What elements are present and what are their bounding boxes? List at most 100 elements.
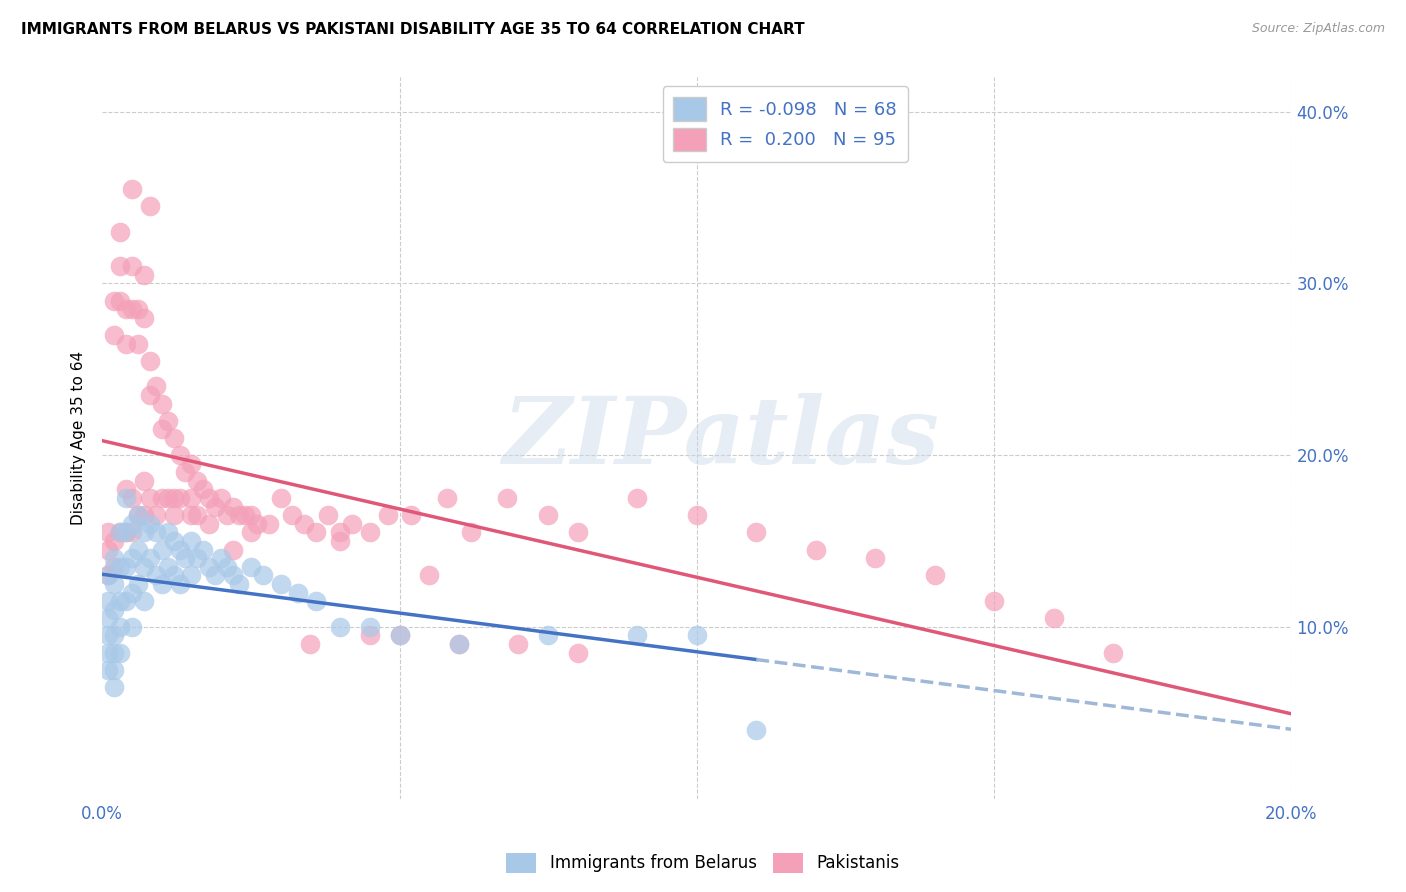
Point bbox=[132, 268, 155, 282]
Point bbox=[180, 508, 202, 523]
Point bbox=[121, 516, 143, 531]
Point bbox=[174, 551, 197, 566]
Point bbox=[115, 525, 138, 540]
Point bbox=[139, 551, 162, 566]
Point bbox=[150, 542, 173, 557]
Point bbox=[204, 500, 226, 514]
Point bbox=[108, 525, 131, 540]
Point bbox=[108, 293, 131, 308]
Point bbox=[162, 568, 184, 582]
Legend: R = -0.098   N = 68, R =  0.200   N = 95: R = -0.098 N = 68, R = 0.200 N = 95 bbox=[662, 87, 908, 161]
Point bbox=[180, 457, 202, 471]
Point bbox=[97, 568, 120, 582]
Point bbox=[246, 516, 269, 531]
Point bbox=[103, 680, 125, 694]
Point bbox=[204, 568, 226, 582]
Point bbox=[193, 542, 215, 557]
Text: IMMIGRANTS FROM BELARUS VS PAKISTANI DISABILITY AGE 35 TO 64 CORRELATION CHART: IMMIGRANTS FROM BELARUS VS PAKISTANI DIS… bbox=[21, 22, 804, 37]
Point bbox=[186, 474, 208, 488]
Point bbox=[103, 559, 125, 574]
Point bbox=[127, 542, 149, 557]
Point bbox=[418, 568, 440, 582]
Point bbox=[198, 491, 221, 505]
Point bbox=[924, 568, 946, 582]
Point bbox=[108, 260, 131, 274]
Point bbox=[97, 646, 120, 660]
Point bbox=[150, 491, 173, 505]
Point bbox=[108, 594, 131, 608]
Point bbox=[132, 508, 155, 523]
Point bbox=[97, 611, 120, 625]
Point bbox=[132, 310, 155, 325]
Point bbox=[103, 628, 125, 642]
Point bbox=[401, 508, 423, 523]
Point bbox=[139, 388, 162, 402]
Point bbox=[156, 559, 179, 574]
Point bbox=[169, 577, 191, 591]
Point bbox=[132, 474, 155, 488]
Point bbox=[132, 559, 155, 574]
Point bbox=[108, 559, 131, 574]
Point bbox=[139, 353, 162, 368]
Point bbox=[537, 508, 560, 523]
Point bbox=[388, 628, 411, 642]
Point bbox=[257, 516, 280, 531]
Point bbox=[447, 637, 470, 651]
Point bbox=[222, 500, 245, 514]
Point bbox=[97, 663, 120, 677]
Point bbox=[508, 637, 530, 651]
Point bbox=[388, 628, 411, 642]
Point bbox=[316, 508, 339, 523]
Point bbox=[127, 577, 149, 591]
Point bbox=[97, 628, 120, 642]
Point bbox=[145, 508, 167, 523]
Point bbox=[186, 508, 208, 523]
Point bbox=[97, 525, 120, 540]
Point bbox=[567, 646, 589, 660]
Point bbox=[121, 525, 143, 540]
Point bbox=[162, 508, 184, 523]
Point bbox=[299, 637, 322, 651]
Point bbox=[103, 534, 125, 549]
Point bbox=[186, 551, 208, 566]
Point bbox=[447, 637, 470, 651]
Point bbox=[377, 508, 399, 523]
Point bbox=[139, 516, 162, 531]
Point bbox=[292, 516, 315, 531]
Point bbox=[97, 594, 120, 608]
Point bbox=[217, 508, 239, 523]
Point bbox=[626, 491, 648, 505]
Point bbox=[127, 508, 149, 523]
Point bbox=[174, 466, 197, 480]
Point bbox=[305, 525, 328, 540]
Point bbox=[108, 525, 131, 540]
Point bbox=[180, 491, 202, 505]
Point bbox=[127, 508, 149, 523]
Point bbox=[233, 508, 256, 523]
Point bbox=[103, 551, 125, 566]
Point bbox=[359, 620, 381, 634]
Point bbox=[103, 646, 125, 660]
Point bbox=[115, 525, 138, 540]
Point bbox=[115, 594, 138, 608]
Point bbox=[209, 551, 232, 566]
Point bbox=[156, 414, 179, 428]
Point bbox=[132, 525, 155, 540]
Point bbox=[145, 525, 167, 540]
Point bbox=[537, 628, 560, 642]
Point bbox=[121, 182, 143, 196]
Point bbox=[863, 551, 886, 566]
Point bbox=[340, 516, 363, 531]
Point bbox=[228, 508, 250, 523]
Point bbox=[983, 594, 1005, 608]
Legend: Immigrants from Belarus, Pakistanis: Immigrants from Belarus, Pakistanis bbox=[499, 847, 907, 880]
Point bbox=[567, 525, 589, 540]
Point bbox=[270, 577, 292, 591]
Point bbox=[804, 542, 827, 557]
Point bbox=[180, 568, 202, 582]
Point bbox=[686, 628, 709, 642]
Point bbox=[495, 491, 517, 505]
Point bbox=[252, 568, 274, 582]
Point bbox=[103, 577, 125, 591]
Point bbox=[305, 594, 328, 608]
